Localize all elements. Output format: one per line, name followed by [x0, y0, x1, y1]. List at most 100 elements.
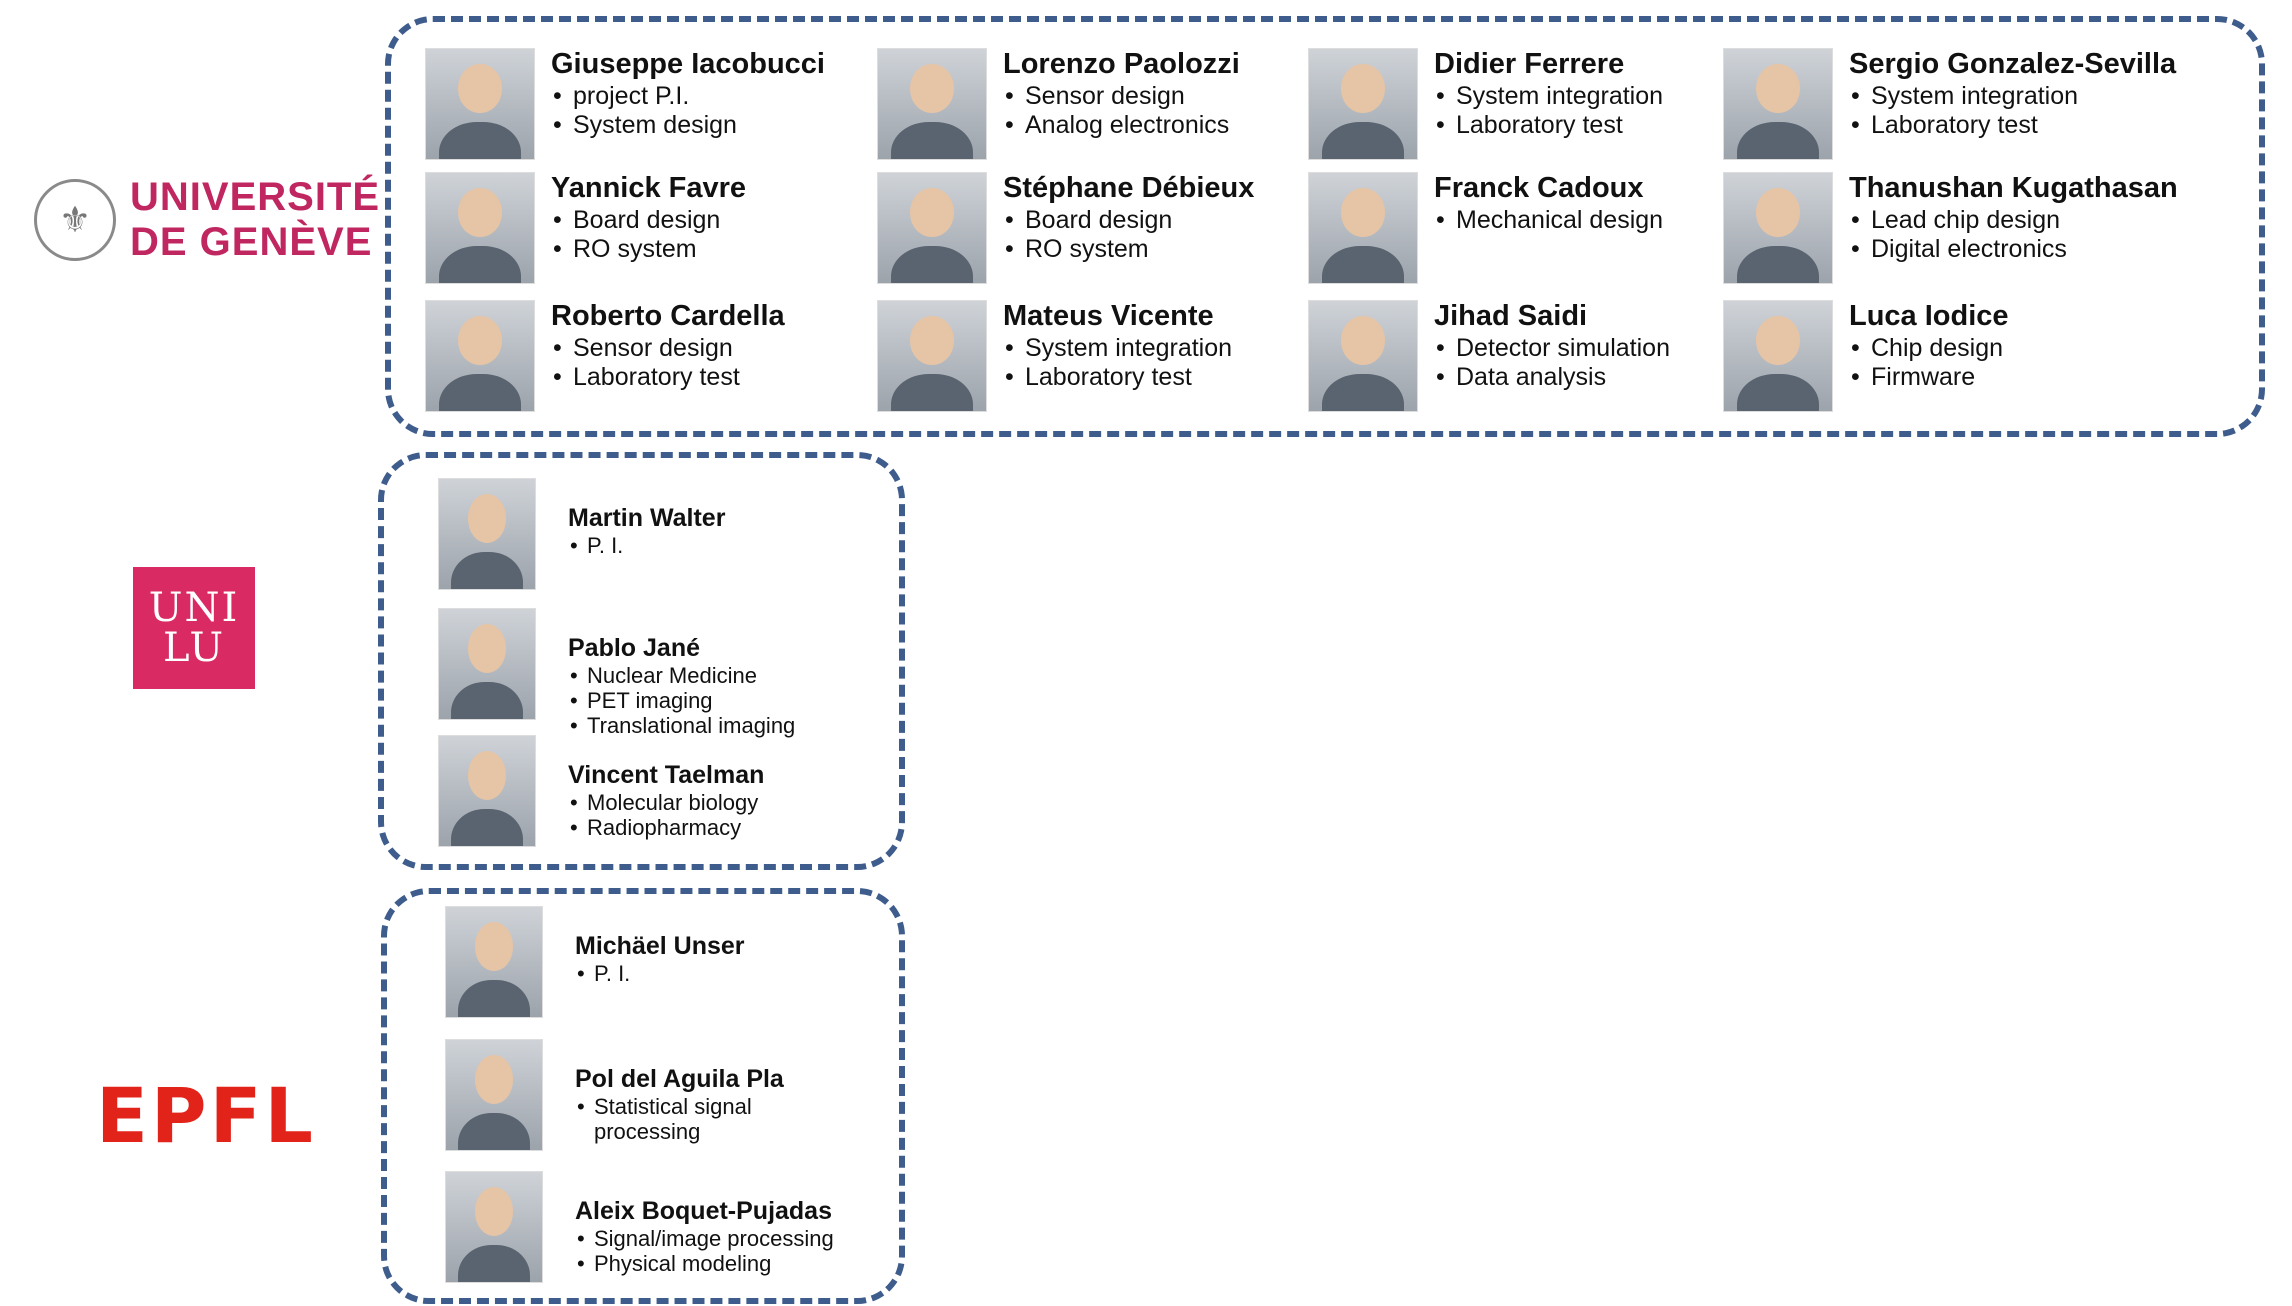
member-info: Lorenzo PaolozziSensor designAnalog elec…	[1003, 48, 1240, 140]
unige-logo-line1: UNIVERSITÉ	[130, 175, 381, 219]
team-member: Mateus VicenteSystem integrationLaborato…	[877, 300, 1232, 412]
team-member: Stéphane DébieuxBoard designRO system	[877, 172, 1254, 284]
member-role: Physical modeling	[575, 1251, 834, 1276]
member-name: Didier Ferrere	[1434, 48, 1625, 80]
portrait-photo	[1723, 48, 1833, 160]
member-roles: Detector simulationData analysis	[1434, 334, 1670, 392]
team-member: Lorenzo PaolozziSensor designAnalog elec…	[877, 48, 1240, 160]
member-roles: Nuclear MedicinePET imagingTranslational…	[568, 663, 795, 738]
member-role: System integration	[1003, 334, 1232, 363]
member-name: Sergio Gonzalez-Sevilla	[1849, 48, 2177, 80]
team-member: Giuseppe Iacobucciproject P.I.System des…	[425, 48, 825, 160]
unige-logo: ⚜ UNIVERSITÉ DE GENÈVE	[34, 170, 379, 270]
member-role: Board design	[1003, 206, 1254, 235]
member-roles: project P.I.System design	[551, 82, 825, 140]
member-role: Nuclear Medicine	[568, 663, 795, 688]
member-role: System integration	[1434, 82, 1663, 111]
member-role: Laboratory test	[1003, 363, 1232, 392]
member-roles: Lead chip designDigital electronics	[1849, 206, 2178, 264]
epfl-group-box	[381, 888, 905, 1304]
member-info: Vincent TaelmanMolecular biologyRadiopha…	[568, 761, 764, 840]
unilu-logo-line1: UNI	[148, 585, 240, 631]
member-name: Lorenzo Paolozzi	[1003, 48, 1240, 80]
portrait-photo	[425, 48, 535, 160]
member-roles: System integrationLaboratory test	[1003, 334, 1232, 392]
unilu-group-box	[378, 452, 905, 870]
member-role: Chip design	[1849, 334, 2009, 363]
member-roles: P. I.	[568, 533, 725, 558]
member-info: Martin WalterP. I.	[568, 504, 725, 558]
member-role: Sensor design	[551, 334, 785, 363]
member-name: Jihad Saidi	[1434, 300, 1588, 332]
member-role: P. I.	[568, 533, 725, 558]
team-member: Sergio Gonzalez-SevillaSystem integratio…	[1723, 48, 2176, 160]
portrait-photo	[445, 906, 543, 1018]
portrait-photo	[425, 300, 535, 412]
member-role: Data analysis	[1434, 363, 1670, 392]
member-roles: Chip designFirmware	[1849, 334, 2009, 392]
team-member: Pablo JanéNuclear MedicinePET imagingTra…	[438, 608, 795, 738]
member-info: Aleix Boquet-PujadasSignal/image process…	[575, 1197, 834, 1276]
team-member: Pol del Aguila PlaStatistical signal pro…	[445, 1039, 794, 1151]
member-role: Molecular biology	[568, 790, 764, 815]
member-roles: System integrationLaboratory test	[1849, 82, 2176, 140]
member-role: Digital electronics	[1849, 235, 2178, 264]
unige-logo-line2: DE GENÈVE	[130, 220, 373, 264]
unige-group-box	[385, 16, 2265, 437]
portrait-photo	[877, 48, 987, 160]
unilu-logo: UNI LU	[133, 567, 255, 689]
member-info: Sergio Gonzalez-SevillaSystem integratio…	[1849, 48, 2176, 140]
team-member: Franck CadouxMechanical design	[1308, 172, 1663, 284]
portrait-photo	[1308, 300, 1418, 412]
member-name: Aleix Boquet-Pujadas	[575, 1197, 832, 1225]
member-name: Franck Cadoux	[1434, 172, 1644, 204]
member-role: PET imaging	[568, 688, 795, 713]
portrait-photo	[445, 1039, 543, 1151]
member-roles: Mechanical design	[1434, 206, 1663, 235]
unige-seal-icon: ⚜	[34, 179, 116, 261]
member-roles: Molecular biologyRadiopharmacy	[568, 790, 764, 840]
member-info: Thanushan KugathasanLead chip designDigi…	[1849, 172, 2178, 264]
member-roles: Statistical signal processing	[575, 1094, 794, 1144]
unilu-logo-line2: LU	[162, 625, 226, 671]
member-role: Laboratory test	[1434, 111, 1663, 140]
member-name: Mateus Vicente	[1003, 300, 1214, 332]
member-role: Lead chip design	[1849, 206, 2178, 235]
team-member: Thanushan KugathasanLead chip designDigi…	[1723, 172, 2178, 284]
portrait-photo	[877, 300, 987, 412]
member-info: Pol del Aguila PlaStatistical signal pro…	[575, 1065, 794, 1144]
team-member: Jihad SaidiDetector simulationData analy…	[1308, 300, 1670, 412]
member-info: Stéphane DébieuxBoard designRO system	[1003, 172, 1254, 264]
portrait-photo	[1308, 172, 1418, 284]
member-info: Pablo JanéNuclear MedicinePET imagingTra…	[568, 634, 795, 738]
member-info: Didier FerrereSystem integrationLaborato…	[1434, 48, 1663, 140]
member-role: P. I.	[575, 961, 745, 986]
member-role: Laboratory test	[1849, 111, 2176, 140]
member-role: System integration	[1849, 82, 2176, 111]
team-member: Martin WalterP. I.	[438, 478, 725, 590]
member-role: Radiopharmacy	[568, 815, 764, 840]
team-member: Yannick FavreBoard designRO system	[425, 172, 746, 284]
member-roles: Sensor designAnalog electronics	[1003, 82, 1240, 140]
member-name: Vincent Taelman	[568, 761, 765, 789]
member-role: Mechanical design	[1434, 206, 1663, 235]
unige-logo-text: UNIVERSITÉ DE GENÈVE	[130, 175, 380, 265]
team-member: Aleix Boquet-PujadasSignal/image process…	[445, 1171, 834, 1283]
member-roles: P. I.	[575, 961, 745, 986]
portrait-photo	[438, 478, 536, 590]
member-info: Mateus VicenteSystem integrationLaborato…	[1003, 300, 1232, 392]
member-role: Sensor design	[1003, 82, 1240, 111]
team-member: Luca IodiceChip designFirmware	[1723, 300, 2009, 412]
portrait-photo	[877, 172, 987, 284]
member-name: Giuseppe Iacobucci	[551, 48, 825, 80]
member-role: System design	[551, 111, 825, 140]
member-roles: System integrationLaboratory test	[1434, 82, 1663, 140]
portrait-photo	[438, 735, 536, 847]
member-roles: Board designRO system	[551, 206, 746, 264]
member-info: Franck CadouxMechanical design	[1434, 172, 1663, 235]
member-role: Signal/image processing	[575, 1226, 834, 1251]
portrait-photo	[425, 172, 535, 284]
member-roles: Board designRO system	[1003, 206, 1254, 264]
member-role: Firmware	[1849, 363, 2009, 392]
member-role: Translational imaging	[568, 713, 795, 738]
